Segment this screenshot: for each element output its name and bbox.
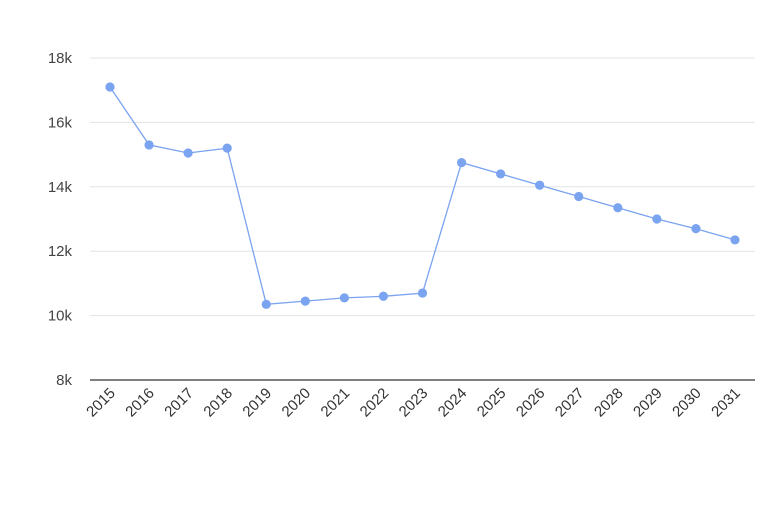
series-layer (105, 82, 740, 309)
x-tick-label: 2030 (669, 385, 705, 421)
data-point[interactable] (730, 235, 740, 245)
data-point[interactable] (300, 296, 310, 306)
x-tick-label: 2023 (396, 385, 432, 421)
data-point[interactable] (183, 148, 193, 158)
data-point[interactable] (339, 293, 349, 303)
data-point[interactable] (456, 158, 467, 168)
y-tick-label: 10k (48, 308, 73, 325)
x-tick-label: 2016 (122, 385, 158, 421)
y-axis-ticks: 8k 10k 12k 14k 16k 18k (48, 50, 73, 389)
x-tick-label: 2017 (161, 385, 197, 421)
series-line (109, 86, 736, 305)
x-tick-label: 2021 (318, 385, 354, 421)
x-tick-label: 2020 (279, 385, 315, 421)
x-tick-label: 2026 (513, 385, 549, 421)
data-point[interactable] (261, 299, 271, 309)
data-point[interactable] (105, 82, 115, 92)
y-tick-label: 14k (48, 179, 73, 196)
data-point[interactable] (574, 191, 584, 202)
x-tick-label: 2031 (708, 385, 744, 421)
x-tick-label: 2027 (552, 385, 588, 421)
data-point[interactable] (417, 288, 428, 298)
data-point[interactable] (378, 291, 389, 301)
y-tick-label: 16k (48, 114, 73, 131)
x-tick-label: 2015 (83, 385, 119, 421)
x-tick-label: 2028 (591, 385, 627, 421)
data-point[interactable] (496, 169, 506, 179)
x-axis-ticks: 2015 2016 2017 2018 2019 2020 2021 2022 2023 2024… (83, 385, 744, 421)
x-tick-label: 2024 (435, 385, 471, 421)
x-tick-label: 2025 (474, 385, 510, 421)
x-tick-label: 2019 (239, 385, 275, 421)
x-tick-label: 2018 (200, 385, 236, 421)
data-point[interactable] (222, 143, 232, 153)
data-point[interactable] (652, 214, 662, 224)
data-point[interactable] (535, 180, 545, 190)
data-point[interactable] (613, 203, 623, 213)
gridlines (90, 57, 755, 317)
data-point[interactable] (691, 224, 701, 234)
x-tick-label: 2029 (630, 385, 666, 421)
x-tick-label: 2022 (357, 385, 393, 421)
y-tick-label: 18k (48, 50, 73, 67)
data-point[interactable] (144, 140, 154, 150)
y-tick-label: 12k (48, 243, 73, 260)
y-tick-label: 8k (56, 372, 72, 389)
